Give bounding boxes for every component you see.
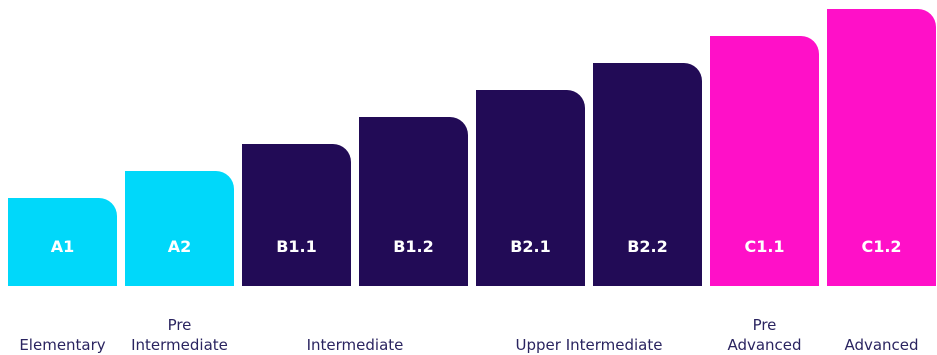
level-step-b2-1: B2.1 — [476, 90, 585, 286]
level-step-b1-2: B1.2 — [359, 117, 468, 286]
level-step-c1-1: C1.1 — [710, 36, 819, 286]
level-code: A2 — [167, 237, 192, 256]
level-code: B2.1 — [510, 237, 551, 256]
level-code: C1.2 — [861, 237, 902, 256]
level-code: C1.1 — [744, 237, 785, 256]
level-code: B2.2 — [627, 237, 668, 256]
group-label-upper-intermediate: Upper Intermediate — [515, 336, 663, 354]
level-code: B1.1 — [276, 237, 317, 256]
level-step-b1-1: B1.1 — [242, 144, 351, 286]
group-label-pre-advanced: Pre Advanced — [727, 316, 802, 354]
group-label-elementary: Elementary — [19, 336, 106, 354]
level-step-c1-2: C1.2 — [827, 9, 936, 286]
level-step-a1: A1 — [8, 198, 117, 286]
group-label-pre-intermediate: Pre Intermediate — [131, 316, 228, 354]
level-code: A1 — [50, 237, 75, 256]
level-step-b2-2: B2.2 — [593, 63, 702, 286]
level-step-a2: A2 — [125, 171, 234, 286]
level-code: B1.2 — [393, 237, 434, 256]
group-label-advanced: Advanced — [844, 336, 919, 354]
group-label-intermediate: Intermediate — [306, 336, 404, 354]
